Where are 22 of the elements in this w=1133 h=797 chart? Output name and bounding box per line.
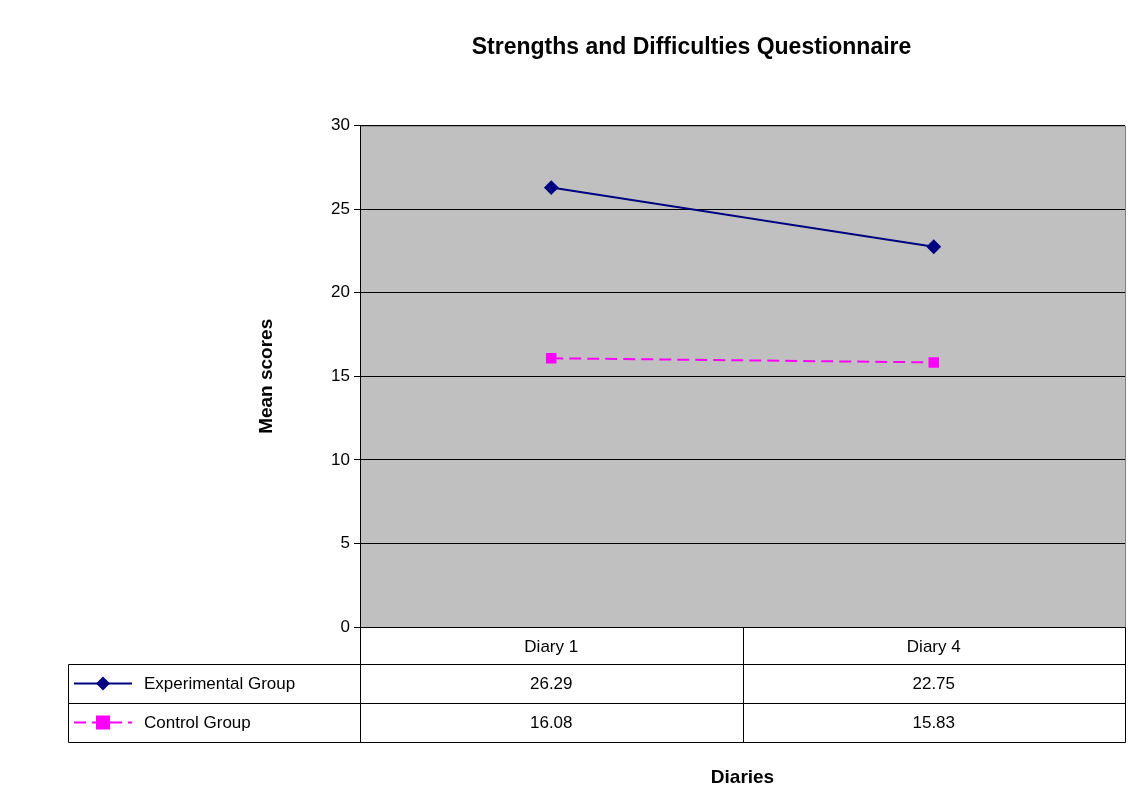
y-tick-label: 10 — [331, 449, 350, 469]
legend-label: Experimental Group — [144, 674, 296, 694]
y-tick-label: 20 — [331, 282, 350, 302]
text: Diaries — [710, 766, 775, 788]
y-tick-label: 15 — [331, 365, 350, 385]
data-label: 15.83 — [912, 713, 956, 733]
y-axis-title: Mean scores — [254, 318, 276, 434]
point — [546, 353, 557, 364]
point — [544, 180, 559, 195]
x-tick-label: Diary 1 — [524, 636, 579, 656]
data-label: 22.75 — [912, 674, 956, 694]
point — [926, 239, 941, 254]
y-tick-label: 30 — [331, 115, 350, 135]
x-tick-label: Diary 4 — [906, 636, 961, 656]
point — [928, 357, 939, 368]
chart-title: Strengths and Difficulties Questionnaire — [471, 33, 912, 60]
legend-label: Control Group — [144, 713, 251, 733]
y-tick-label: 25 — [331, 198, 350, 218]
data-label: 26.29 — [529, 674, 573, 694]
y-tick-label: 5 — [340, 533, 350, 553]
y-tick-label: 0 — [340, 616, 350, 636]
data-label: 16.08 — [529, 713, 573, 733]
